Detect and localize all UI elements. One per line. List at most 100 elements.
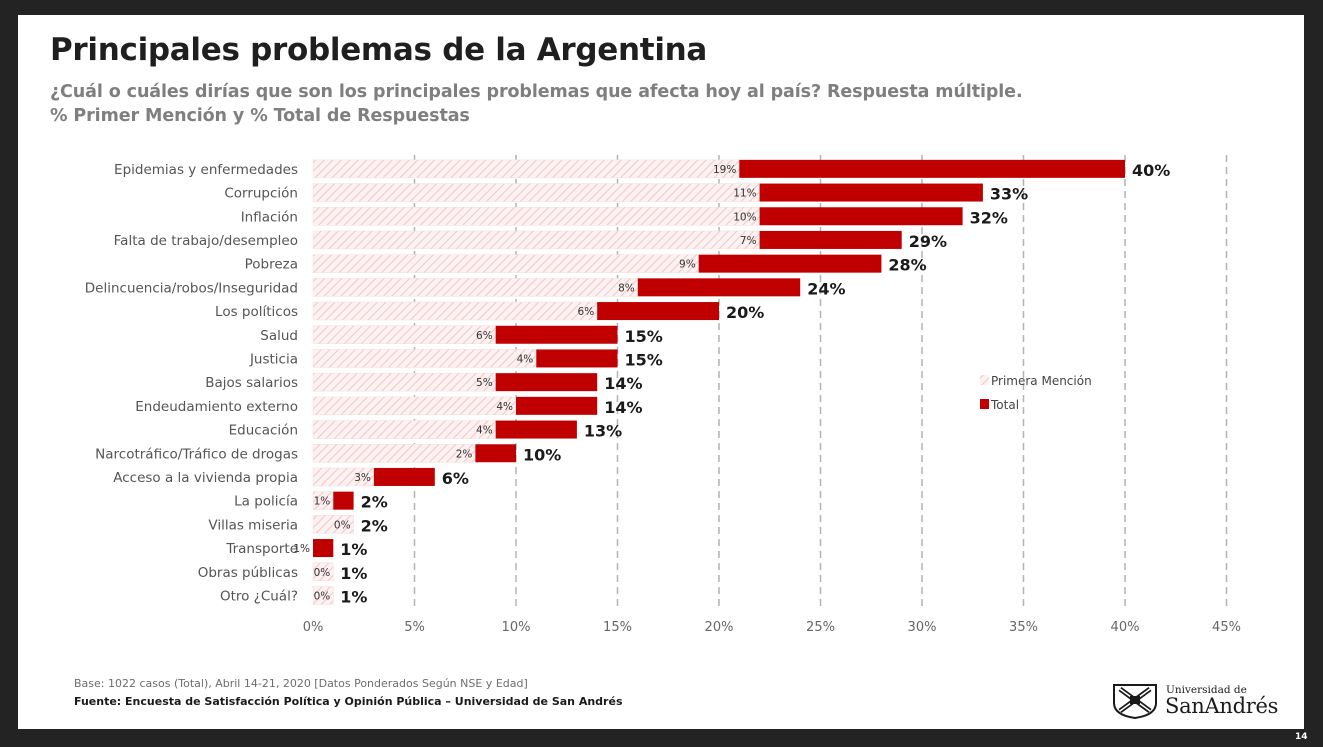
- bar-total: [759, 183, 983, 202]
- x-tick-label: 45%: [1212, 620, 1241, 635]
- category-label: Transporte: [225, 541, 298, 557]
- bar-primera-mencion: [312, 183, 760, 202]
- subtitle: ¿Cuál o cuáles dirías que son los princi…: [50, 80, 1023, 128]
- legend-swatch-primera-mencion: [980, 375, 989, 385]
- x-tick-label: 25%: [806, 620, 835, 635]
- page-title: Principales problemas de la Argentina: [50, 32, 708, 68]
- category-label: Obras públicas: [198, 565, 298, 581]
- bar-primera-mencion: [312, 207, 760, 226]
- x-tick-label: 15%: [603, 620, 632, 635]
- total-value-label: 20%: [726, 303, 764, 322]
- crest-icon: [1113, 684, 1157, 719]
- gridlines: [413, 155, 1228, 608]
- category-label: Salud: [260, 328, 298, 344]
- slide: [18, 15, 1304, 729]
- primera-mencion-label: 4%: [517, 353, 534, 365]
- bar-primera-mencion: [312, 586, 334, 605]
- total-value-label: 6%: [442, 469, 469, 488]
- primera-mencion-label: 0%: [314, 590, 331, 602]
- total-value-label: 2%: [361, 516, 388, 535]
- total-value-label: 14%: [604, 398, 642, 417]
- x-tick-label: 10%: [502, 620, 531, 635]
- x-tick-label: 5%: [404, 620, 425, 635]
- legend-label-primera-mencion: Primera Mención: [991, 374, 1092, 388]
- footer-base-note: Base: 1022 casos (Total), Abril 14-21, 2…: [74, 677, 528, 690]
- legend-swatch-total: [980, 399, 989, 409]
- primera-mencion-label: 9%: [679, 259, 696, 271]
- bar-total: [313, 539, 334, 558]
- primera-mencion-label: 6%: [476, 330, 493, 342]
- primera-mencion-label: 7%: [740, 235, 757, 247]
- category-label: La policía: [234, 494, 298, 510]
- logo-line-2: SanAndrés: [1165, 694, 1279, 718]
- bar-total: [495, 325, 618, 344]
- bar-total: [739, 159, 1125, 178]
- total-value-label: 32%: [970, 208, 1008, 227]
- category-label: Falta de trabajo/desempleo: [114, 233, 298, 249]
- total-value-label: 10%: [523, 445, 561, 464]
- bar-total: [495, 373, 598, 392]
- total-value-label: 1%: [340, 564, 367, 583]
- primera-mencion-label: 19%: [713, 164, 736, 176]
- x-tick-label: 40%: [1111, 620, 1140, 635]
- subtitle-question: ¿Cuál o cuáles dirías que son los princi…: [50, 82, 1023, 102]
- bar-total: [536, 349, 618, 368]
- page-number: 14: [1295, 732, 1308, 742]
- bar-total: [759, 230, 902, 249]
- total-value-label: 1%: [340, 540, 367, 559]
- x-tick-label: 20%: [705, 620, 734, 635]
- bar-primera-mencion: [312, 562, 334, 581]
- legend: Primera Mención Total: [980, 374, 1092, 412]
- primera-mencion-label: 0%: [314, 567, 331, 579]
- total-value-label: 24%: [807, 279, 845, 298]
- total-value-label: 2%: [361, 493, 388, 512]
- bar-primera-mencion: [312, 349, 537, 368]
- category-label: Corrupción: [224, 186, 298, 202]
- logo-line-1: Universidad de: [1166, 684, 1247, 696]
- bar-primera-mencion: [312, 396, 517, 416]
- primera-mencion-label: 8%: [618, 282, 635, 294]
- university-logo: Universidad de SanAndrés: [1110, 683, 1292, 719]
- primera-mencion-label: 10%: [733, 211, 756, 223]
- x-tick-label: 35%: [1009, 620, 1038, 635]
- primera-mencion-label: 4%: [496, 401, 513, 413]
- subtitle-metric: % Primer Mención y % Total de Respuestas: [50, 106, 470, 126]
- bar-primera-mencion: [312, 159, 740, 179]
- bar-total: [759, 207, 963, 226]
- bar-total: [373, 467, 435, 486]
- category-label: Epidemias y enfermedades: [114, 162, 298, 178]
- category-label: Acceso a la vivienda propia: [113, 470, 298, 486]
- category-label: Endeudamiento externo: [135, 399, 298, 415]
- bar-total: [475, 444, 516, 463]
- total-value-label: 15%: [625, 327, 663, 346]
- category-label: Narcotráfico/Tráfico de drogas: [95, 446, 298, 462]
- category-label: Villas miseria: [208, 517, 298, 533]
- bar-primera-mencion: [312, 325, 496, 344]
- bar-total: [333, 491, 354, 510]
- bar-primera-mencion: [312, 278, 639, 297]
- bar-primera-mencion: [312, 230, 760, 250]
- total-value-label: 29%: [909, 232, 947, 251]
- total-value-label: 33%: [990, 185, 1028, 204]
- category-label: Inflación: [241, 209, 298, 225]
- x-tick-label: 30%: [908, 620, 937, 635]
- total-value-label: 13%: [584, 422, 622, 441]
- total-value-label: 15%: [625, 350, 663, 369]
- primera-mencion-label: 1%: [293, 543, 310, 555]
- bar-total: [637, 278, 801, 297]
- primera-mencion-label: 11%: [733, 188, 756, 200]
- footer-source: Fuente: Encuesta de Satisfacción Polític…: [74, 695, 623, 708]
- x-tick-label: 0%: [303, 620, 324, 635]
- bar-primera-mencion: [312, 515, 354, 534]
- total-value-label: 28%: [888, 256, 926, 275]
- category-label: Bajos salarios: [205, 375, 298, 391]
- category-label: Los políticos: [215, 304, 298, 320]
- bar-primera-mencion: [312, 254, 699, 273]
- bar-primera-mencion: [312, 444, 476, 463]
- bar-total: [516, 396, 598, 415]
- primera-mencion-label: 5%: [476, 377, 493, 389]
- primera-mencion-label: 3%: [354, 472, 371, 484]
- category-label: Educación: [229, 423, 298, 439]
- primera-mencion-label: 4%: [476, 425, 493, 437]
